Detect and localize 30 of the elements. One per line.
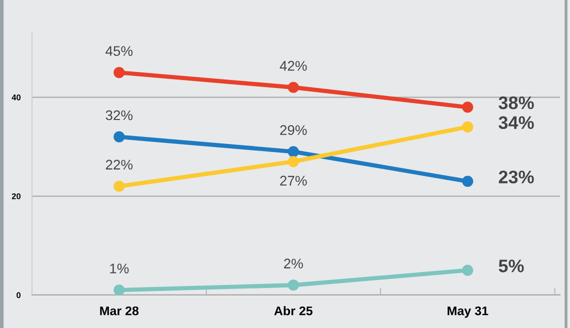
point: [114, 180, 125, 192]
data-label: 5%: [498, 260, 524, 272]
data-label: 23%: [498, 170, 534, 184]
data-label: 32%: [106, 110, 133, 120]
point: [288, 82, 299, 93]
x-tick-label: Mar 28: [100, 306, 139, 316]
data-label: 29%: [280, 125, 307, 136]
data-label: 27%: [280, 176, 307, 186]
y-tick-label: 40: [12, 94, 21, 100]
data-label: 45%: [106, 46, 133, 56]
data-label: 1%: [110, 264, 129, 274]
data-label: 42%: [280, 60, 307, 71]
point: [114, 131, 125, 142]
data-label: 2%: [284, 258, 303, 268]
data-label: 22%: [106, 160, 133, 170]
point: [288, 156, 299, 168]
point: [462, 264, 474, 276]
y-tick-label: 20: [12, 193, 21, 200]
y-tick-label: 0: [16, 292, 21, 298]
data-label: 34%: [498, 116, 534, 130]
point: [288, 146, 299, 158]
data-label: 38%: [498, 96, 534, 110]
point: [114, 66, 125, 78]
point: [462, 102, 474, 113]
point: [114, 284, 125, 296]
x-tick-label: May 31: [448, 306, 488, 318]
point: [462, 121, 474, 132]
point: [462, 176, 474, 187]
point: [288, 280, 299, 291]
x-tick-label: Abr 25: [274, 306, 312, 316]
